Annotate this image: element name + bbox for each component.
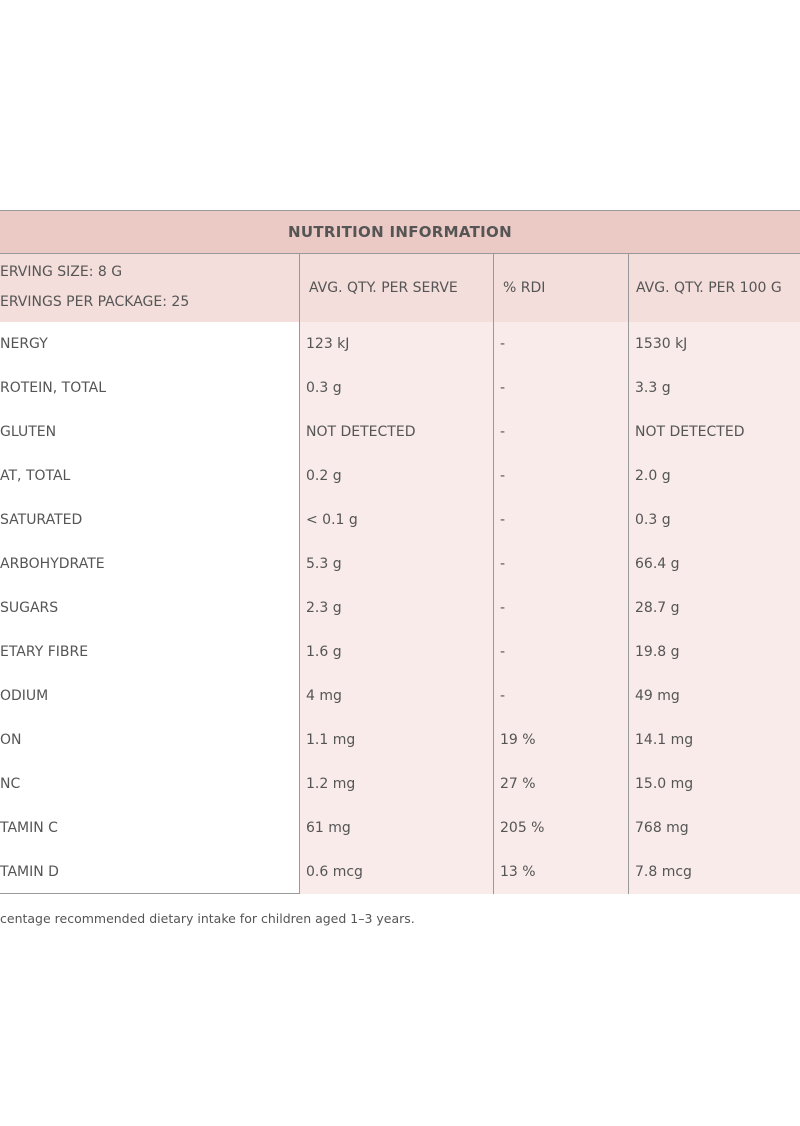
- nutrient-value: 27 %: [500, 776, 536, 792]
- nutrient-value: 5.3 g: [306, 556, 342, 572]
- column-header: AVG. QTY. PER 100 G: [636, 280, 782, 296]
- nutrient-value: 49 mg: [635, 688, 680, 704]
- column-header: AVG. QTY. PER SERVE: [309, 280, 458, 296]
- nutrient-value: 19.8 g: [635, 644, 680, 660]
- column-divider: [299, 254, 300, 894]
- nutrient-value: 205 %: [500, 820, 545, 836]
- nutrient-value: -: [500, 336, 506, 352]
- nutrient-value: 0.2 g: [306, 468, 342, 484]
- nutrient-value: NOT DETECTED: [635, 424, 745, 440]
- serving-size: ERVING SIZE: 8 G: [0, 264, 123, 280]
- nutrient-name: ON: [0, 732, 22, 748]
- nutrient-value: 3.3 g: [635, 380, 671, 396]
- nutrient-value: < 0.1 g: [306, 512, 358, 528]
- nutrient-value: 768 mg: [635, 820, 689, 836]
- nutrient-value: 7.8 mcg: [635, 864, 692, 880]
- nutrient-name: GLUTEN: [0, 424, 57, 440]
- nutrient-value: 28.7 g: [635, 600, 680, 616]
- nutrient-value: -: [500, 688, 506, 704]
- column-divider: [628, 254, 629, 894]
- nutrient-name: TAMIN C: [0, 820, 58, 836]
- nutrient-value: 15.0 mg: [635, 776, 694, 792]
- nutrient-name: ROTEIN, TOTAL: [0, 380, 107, 396]
- nutrient-value: -: [500, 424, 506, 440]
- nutrient-name: ARBOHYDRATE: [0, 556, 105, 572]
- nutrient-name: TAMIN D: [0, 864, 59, 880]
- nutrient-value: 1.1 mg: [306, 732, 356, 748]
- nutrient-value: 13 %: [500, 864, 536, 880]
- table-title: NUTRITION INFORMATION: [0, 210, 800, 254]
- nutrient-value: -: [500, 468, 506, 484]
- nutrient-value: 0.6 mcg: [306, 864, 363, 880]
- nutrient-name: SUGARS: [0, 600, 59, 616]
- nutrient-value: 66.4 g: [635, 556, 680, 572]
- column-divider: [493, 254, 494, 894]
- nutrient-name: SATURATED: [0, 512, 83, 528]
- servings-per-package: ERVINGS PER PACKAGE: 25: [0, 294, 190, 310]
- nutrient-value: 1530 kJ: [635, 336, 688, 352]
- nutrient-value: 61 mg: [306, 820, 351, 836]
- nutrient-value: 1.2 mg: [306, 776, 356, 792]
- nutrient-name: AT, TOTAL: [0, 468, 71, 484]
- nutrient-value: 2.3 g: [306, 600, 342, 616]
- nutrient-value: 0.3 g: [635, 512, 671, 528]
- nutrient-value: -: [500, 556, 506, 572]
- nutrient-value: 1.6 g: [306, 644, 342, 660]
- nutrient-name: ODIUM: [0, 688, 49, 704]
- nutrient-value: 4 mg: [306, 688, 342, 704]
- data-background: [299, 322, 800, 894]
- nutrient-value: NOT DETECTED: [306, 424, 416, 440]
- nutrient-value: -: [500, 512, 506, 528]
- nutrient-value: 2.0 g: [635, 468, 671, 484]
- nutrient-value: 14.1 mg: [635, 732, 694, 748]
- nutrient-name: NERGY: [0, 336, 48, 352]
- nutrient-name: NC: [0, 776, 21, 792]
- nutrient-value: 0.3 g: [306, 380, 342, 396]
- nutrient-name: ETARY FIBRE: [0, 644, 89, 660]
- footnote: centage recommended dietary intake for c…: [0, 911, 415, 926]
- nutrient-value: -: [500, 600, 506, 616]
- nutrient-value: 123 kJ: [306, 336, 350, 352]
- nutrient-value: -: [500, 644, 506, 660]
- subheader-band: [0, 254, 800, 322]
- column-header: % RDI: [503, 280, 546, 296]
- nutrient-value: -: [500, 380, 506, 396]
- nutrient-value: 19 %: [500, 732, 536, 748]
